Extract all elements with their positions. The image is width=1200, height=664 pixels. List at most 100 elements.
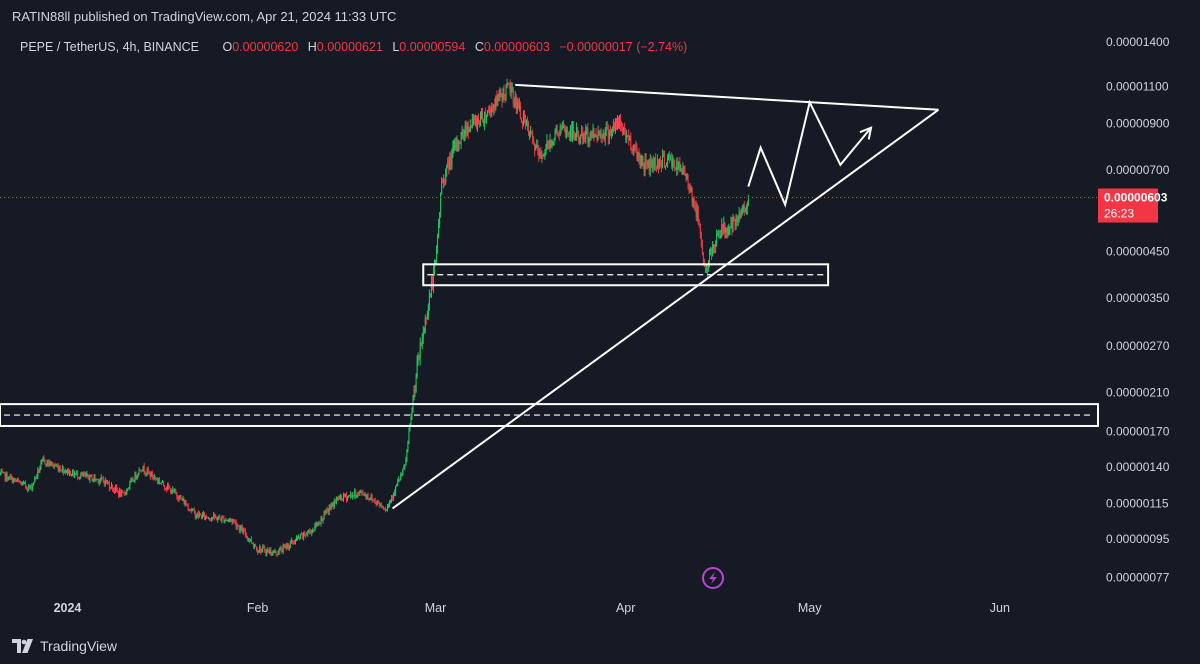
- candle-body: [495, 96, 497, 109]
- candle-body: [283, 545, 285, 547]
- candle-body: [633, 144, 635, 152]
- candle-body: [530, 131, 532, 133]
- candle-body: [160, 482, 162, 484]
- candle-body: [508, 82, 510, 86]
- candle-body: [319, 522, 321, 524]
- candle-body: [409, 423, 411, 431]
- candle-body: [66, 468, 68, 473]
- candle-body: [502, 89, 504, 102]
- candle-body: [23, 482, 25, 484]
- candle-body: [316, 523, 318, 527]
- candle-body: [400, 474, 402, 480]
- candle-body: [165, 488, 167, 490]
- candle-body: [587, 128, 589, 143]
- candle-body: [300, 534, 302, 539]
- candle-body: [500, 91, 502, 95]
- candle-body: [19, 482, 21, 484]
- symbol-label[interactable]: PEPE / TetherUS, 4h, BINANCE: [20, 40, 200, 54]
- candles-layer: [0, 78, 749, 558]
- candle-body: [161, 482, 163, 484]
- candle-body: [67, 468, 69, 475]
- candle-body: [220, 518, 222, 521]
- candle-body: [422, 332, 424, 340]
- candle-body: [497, 94, 499, 101]
- candle-body: [477, 118, 479, 122]
- candle-body: [637, 152, 639, 158]
- candle-body: [448, 161, 450, 170]
- candle-body: [298, 537, 300, 539]
- candle-body: [225, 520, 227, 522]
- lightning-icon[interactable]: [702, 567, 724, 589]
- candle-body: [97, 479, 99, 483]
- candle-body: [178, 498, 180, 500]
- candle-body: [70, 470, 72, 476]
- candle-body: [682, 166, 684, 174]
- candle-body: [176, 493, 178, 497]
- candle-body: [635, 145, 637, 148]
- candle-body: [307, 532, 309, 534]
- candle-body: [139, 469, 141, 471]
- candle-body: [703, 260, 705, 266]
- candle-body: [339, 494, 341, 498]
- candle-body: [358, 492, 360, 494]
- candle-body: [254, 546, 256, 548]
- price-badge-value: 0.00000603: [1104, 191, 1168, 205]
- candle-body: [356, 495, 358, 498]
- candle-body: [304, 531, 306, 535]
- candle-body: [436, 247, 438, 262]
- candle-body: [241, 527, 243, 533]
- ohlc-legend: PEPE / TetherUS, 4h, BINANCE O0.00000620…: [20, 40, 687, 54]
- candle-body: [489, 109, 491, 111]
- candle-body: [446, 164, 448, 170]
- candle-body: [260, 547, 262, 553]
- candle-body: [140, 470, 142, 472]
- candle-body: [303, 531, 305, 538]
- candle-body: [394, 492, 396, 494]
- candle-body: [215, 516, 217, 518]
- candle-body: [87, 473, 89, 477]
- candle-body: [35, 477, 37, 479]
- time-tick-label: Feb: [247, 601, 269, 615]
- candle-body: [194, 511, 196, 518]
- candle-body: [561, 127, 563, 129]
- candle-body: [240, 527, 242, 529]
- candle-body: [416, 361, 418, 377]
- tradingview-footer[interactable]: TradingView: [12, 638, 117, 654]
- candle-body: [651, 159, 653, 168]
- candle-body: [181, 498, 183, 501]
- open-value: 0.00000620: [232, 40, 299, 54]
- candle-body: [380, 504, 382, 506]
- candle-body: [221, 517, 223, 521]
- candle-body: [674, 164, 676, 169]
- candle-body: [670, 158, 672, 160]
- candle-body: [384, 509, 386, 511]
- candle-body: [602, 133, 604, 139]
- candle-body: [643, 167, 645, 172]
- candle-body: [125, 493, 127, 495]
- candle-body: [130, 480, 132, 483]
- candle-body: [547, 140, 549, 142]
- candle-body: [359, 491, 361, 493]
- candle-body: [132, 478, 134, 482]
- candle-body: [49, 462, 51, 466]
- candle-body: [485, 112, 487, 119]
- price-axis[interactable]: 0.00001400 0.00001100 0.00000900 0.00000700…: [1106, 35, 1170, 585]
- candle-body: [340, 494, 342, 498]
- candle-body: [346, 494, 348, 500]
- candle-body: [236, 525, 238, 527]
- candle-body: [51, 462, 53, 464]
- candle-body: [138, 469, 140, 475]
- candle-body: [507, 82, 509, 84]
- candle-body: [551, 142, 553, 148]
- candle-body: [417, 356, 419, 362]
- candle-body: [141, 470, 143, 472]
- time-axis[interactable]: 2024 Feb Mar Apr May Jun: [54, 601, 1010, 615]
- candle-body: [144, 472, 146, 474]
- candle-body: [98, 481, 100, 483]
- candle-body: [579, 138, 581, 140]
- candle-body: [406, 449, 408, 460]
- candle-body: [521, 122, 523, 124]
- candle-body: [104, 479, 106, 485]
